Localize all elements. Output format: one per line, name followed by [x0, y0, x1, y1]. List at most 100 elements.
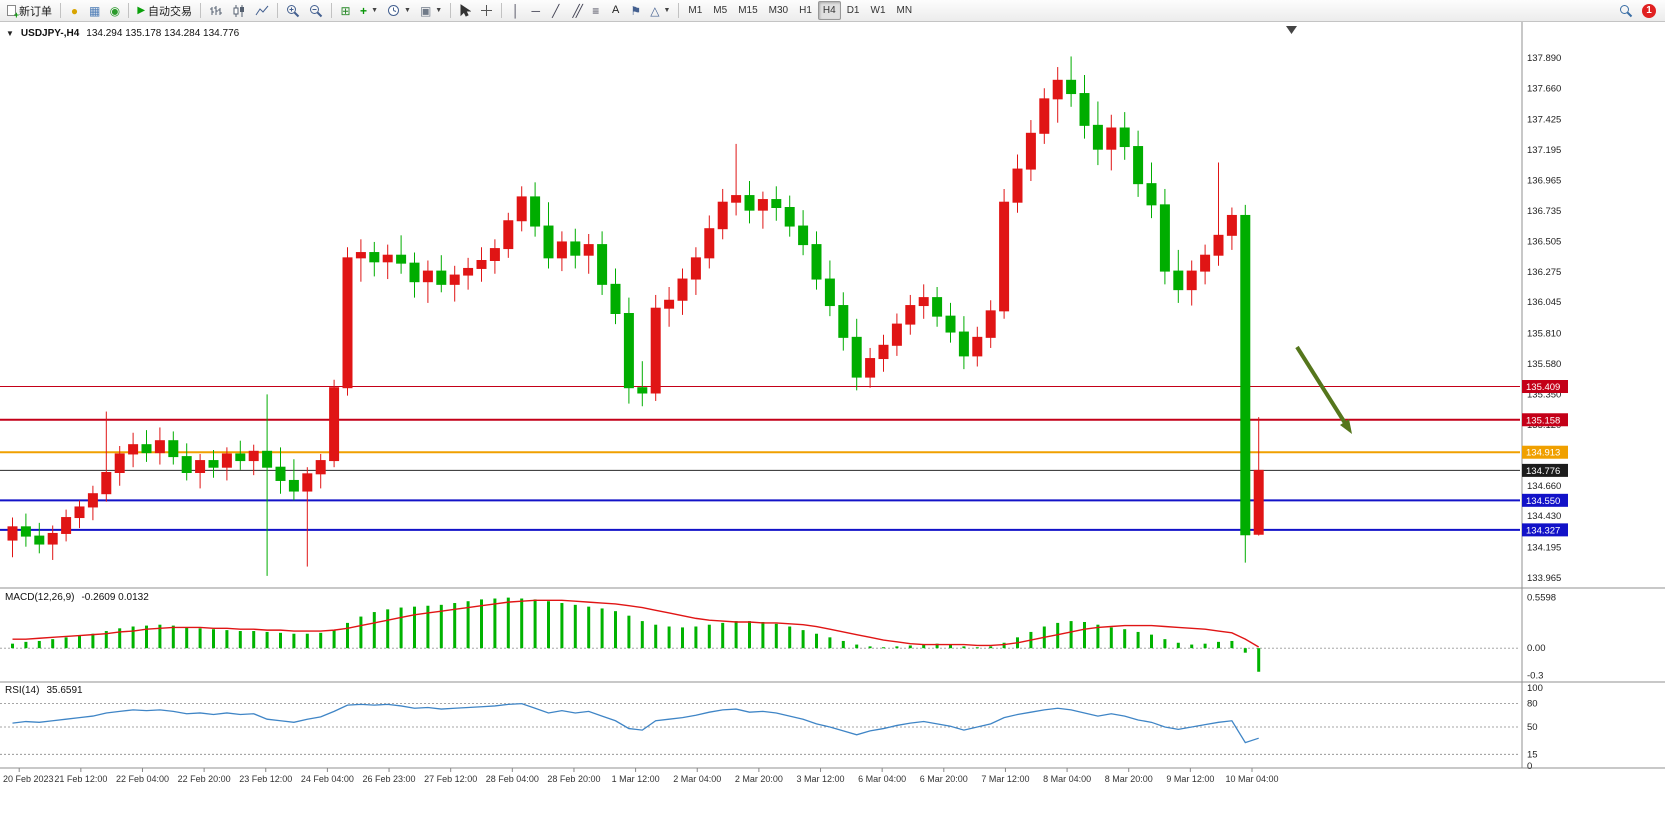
toolbar-separator	[501, 3, 503, 18]
chart-shift-marker[interactable]	[1286, 26, 1297, 34]
toolbar-separator	[450, 3, 452, 18]
toolbar-separator	[60, 3, 61, 18]
chart-canvas[interactable]: 137.890 137.660 137.425 137.195 136.965 136.7…	[0, 22, 1665, 838]
svg-text:50: 50	[1527, 722, 1538, 733]
zoom-out-button[interactable]	[305, 1, 327, 20]
notification-badge[interactable]: 1	[1642, 3, 1656, 18]
timeframe-mn-button[interactable]: MN	[896, 5, 913, 16]
svg-text:134.430: 134.430	[1527, 511, 1561, 522]
timeframe-w1-button[interactable]: W1	[870, 5, 886, 16]
search-button[interactable]	[1615, 1, 1637, 20]
svg-text:134.550: 134.550	[1526, 496, 1560, 507]
rsi-value: 35.6591	[46, 685, 83, 696]
horizontal-line-icon: ─	[531, 3, 540, 18]
new-order-button[interactable]: 新订单	[3, 1, 56, 20]
svg-text:0.5598: 0.5598	[1527, 593, 1556, 604]
svg-text:135.810: 135.810	[1527, 328, 1561, 339]
candlestick-type-button[interactable]	[228, 1, 250, 20]
svg-text:21 Feb 12:00: 21 Feb 12:00	[54, 774, 107, 784]
new-order-label: 新订单	[19, 5, 52, 18]
channel-tool-button[interactable]: ╱╱	[566, 1, 585, 20]
svg-text:28 Feb 04:00: 28 Feb 04:00	[486, 774, 539, 784]
timeframe-m1-button[interactable]: M1	[688, 5, 703, 16]
collapse-chart-icon[interactable]: ▼	[6, 29, 14, 38]
templates-button[interactable]: ▣ ▼	[416, 1, 446, 20]
svg-text:80: 80	[1527, 699, 1538, 710]
svg-text:10 Mar 04:00: 10 Mar 04:00	[1225, 774, 1278, 784]
rsi-pane-label: RSI(14) 35.6591	[5, 685, 83, 696]
template-icon: ▣	[419, 3, 432, 18]
fibonacci-tool-button[interactable]: ≡	[586, 1, 605, 20]
label-tool-button[interactable]: ⚑	[626, 1, 645, 20]
price-tags: 135.409 135.158 134.913 134.776 134.550 134.3…	[1522, 380, 1568, 537]
svg-text:2 Mar 04:00: 2 Mar 04:00	[673, 774, 721, 784]
line-chart-type-button[interactable]	[251, 1, 273, 20]
horizontal-line-tool-button[interactable]: ─	[526, 1, 545, 20]
svg-text:137.425: 137.425	[1527, 114, 1561, 125]
svg-text:20 Feb 2023: 20 Feb 2023	[3, 774, 54, 784]
timeframe-group: M1 M5 M15 M30 H1 H4 D1 W1 MN	[683, 1, 917, 20]
time-axis[interactable]: 20 Feb 2023 21 Feb 12:00 22 Feb 04:00 22 Fe…	[3, 768, 1279, 784]
rsi-name: RSI(14)	[5, 685, 40, 696]
timeframe-m5-button[interactable]: M5	[713, 5, 728, 16]
chart-region: 137.890 137.660 137.425 137.195 136.965 136.7…	[0, 22, 1665, 838]
macd-name: MACD(12,26,9)	[5, 592, 75, 603]
auto-trading-button[interactable]: ▶ 自动交易	[133, 1, 196, 20]
toolbar-separator	[678, 3, 680, 18]
text-tool-button[interactable]: A	[606, 1, 625, 20]
svg-text:24 Feb 04:00: 24 Feb 04:00	[301, 774, 354, 784]
svg-text:0.00: 0.00	[1527, 643, 1546, 654]
svg-text:136.505: 136.505	[1527, 236, 1561, 247]
svg-text:137.660: 137.660	[1527, 83, 1561, 94]
indicators-button[interactable]: + ▼	[356, 1, 382, 20]
candlestick-icon	[233, 4, 245, 17]
coins-button[interactable]: ●	[65, 1, 84, 20]
periods-button[interactable]: ▼	[383, 1, 415, 20]
svg-text:134.913: 134.913	[1526, 448, 1560, 459]
svg-text:6 Mar 04:00: 6 Mar 04:00	[858, 774, 906, 784]
chevron-down-icon: ▼	[663, 7, 671, 14]
timeframe-h4-button[interactable]: H4	[817, 1, 841, 20]
toolbar-separator	[128, 3, 130, 18]
cursor-icon	[460, 4, 472, 17]
bar-chart-type-button[interactable]	[205, 1, 227, 20]
svg-text:1 Mar 12:00: 1 Mar 12:00	[612, 774, 660, 784]
svg-text:137.195: 137.195	[1527, 145, 1561, 156]
line-chart-icon	[255, 5, 269, 15]
tile-windows-button[interactable]: ⊞	[336, 1, 355, 20]
svg-text:8 Mar 20:00: 8 Mar 20:00	[1105, 774, 1153, 784]
macd-values: -0.2609 0.0132	[81, 592, 149, 603]
crosshair-button[interactable]	[476, 1, 497, 20]
vertical-line-tool-button[interactable]: │	[506, 1, 525, 20]
timeframe-h1-button[interactable]: H1	[799, 5, 812, 16]
timeframe-d1-button[interactable]: D1	[846, 5, 860, 16]
svg-text:8 Mar 04:00: 8 Mar 04:00	[1043, 774, 1091, 784]
svg-text:135.580: 135.580	[1527, 359, 1561, 370]
symbol-period-label: USDJPY-,H4	[20, 28, 80, 39]
annotation-arrow	[1295, 345, 1352, 434]
rsi-pane: 100 80 50 150	[0, 683, 1543, 772]
trendline-icon: ╱	[552, 3, 560, 18]
announce-button[interactable]: ◉	[105, 1, 124, 20]
macd-pane-label: MACD(12,26,9) -0.2609 0.0132	[5, 592, 149, 603]
pane-separators	[0, 22, 1665, 769]
zoom-in-button[interactable]	[282, 1, 304, 20]
svg-text:137.890: 137.890	[1527, 53, 1561, 64]
svg-text:136.045: 136.045	[1527, 297, 1561, 308]
shapes-button[interactable]: △ ▼	[646, 1, 674, 20]
svg-text:135.158: 135.158	[1526, 415, 1560, 426]
cursor-button[interactable]	[455, 1, 475, 20]
toolbar-separator	[200, 3, 202, 18]
toolbar-separator	[277, 3, 279, 18]
svg-text:3 Mar 12:00: 3 Mar 12:00	[797, 774, 845, 784]
candles-group	[7, 56, 1264, 576]
chart-window-button[interactable]: ▦	[85, 1, 104, 20]
speaker-icon: ◉	[109, 3, 121, 18]
zoom-in-icon	[287, 4, 300, 17]
svg-text:136.965: 136.965	[1527, 175, 1561, 186]
timeframe-m15-button[interactable]: M15	[738, 5, 758, 16]
svg-text:6 Mar 20:00: 6 Mar 20:00	[920, 774, 968, 784]
timeframe-m30-button[interactable]: M30	[768, 5, 789, 16]
trendline-tool-button[interactable]: ╱	[546, 1, 565, 20]
svg-text:135.409: 135.409	[1526, 382, 1560, 393]
